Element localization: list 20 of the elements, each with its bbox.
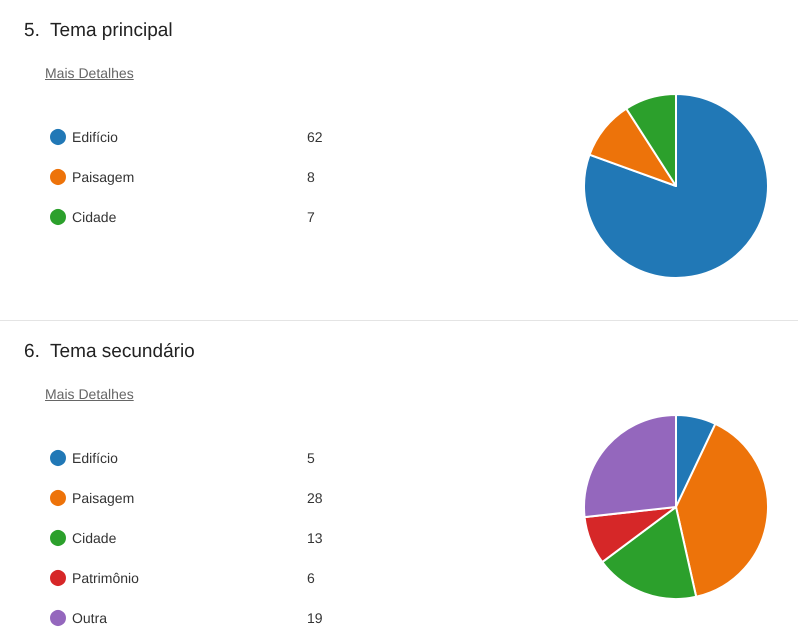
- legend-label: Paisagem: [72, 490, 134, 506]
- legend-label: Cidade: [72, 530, 117, 546]
- legend-label: Edifício: [72, 450, 118, 466]
- data-label: 5: [307, 450, 315, 466]
- data-label: 8: [307, 169, 315, 185]
- data-label: 62: [307, 129, 323, 145]
- legend-label: Outra: [72, 610, 108, 626]
- legend-label: Patrimônio: [72, 570, 140, 586]
- text: Mais Detalhes: [45, 386, 134, 402]
- text: Mais Detalhes: [45, 65, 134, 81]
- legend-label: Edifício: [72, 129, 118, 145]
- legend-label: Cidade: [72, 209, 117, 225]
- chart-title: 6. Tema secundário: [24, 341, 195, 363]
- data-label: 19: [307, 610, 323, 626]
- legend-label: Paisagem: [72, 169, 134, 185]
- data-label: 7: [307, 209, 315, 225]
- data-label: 13: [307, 530, 323, 546]
- data-label: 6: [307, 570, 315, 586]
- data-label: 28: [307, 490, 323, 506]
- chart-title: 5. Tema principal: [24, 20, 173, 42]
